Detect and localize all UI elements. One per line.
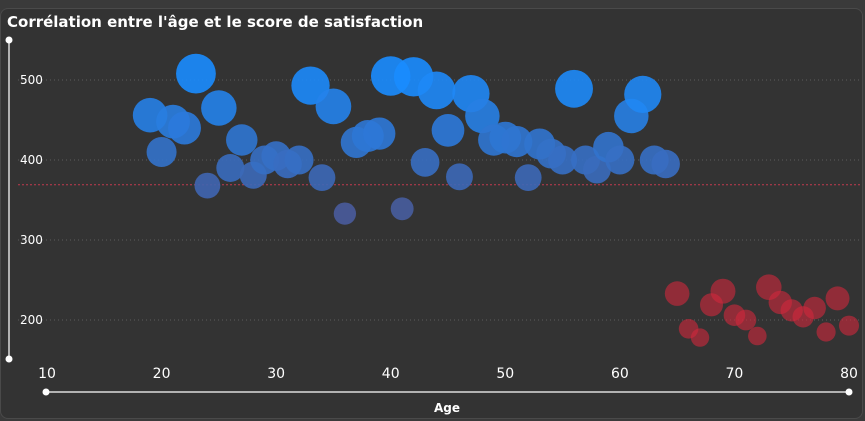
axes-layer bbox=[5, 36, 853, 396]
data-point[interactable] bbox=[748, 326, 767, 346]
data-point[interactable] bbox=[315, 88, 352, 125]
data-point[interactable] bbox=[825, 286, 850, 311]
data-point[interactable] bbox=[803, 296, 826, 320]
data-point[interactable] bbox=[735, 309, 757, 331]
data-point[interactable] bbox=[548, 145, 578, 175]
data-point[interactable] bbox=[390, 197, 414, 221]
data-point[interactable] bbox=[710, 278, 736, 304]
x-tick-label: 30 bbox=[267, 366, 285, 382]
x-tick-label: 20 bbox=[153, 366, 171, 382]
y-tick-label: 300 bbox=[20, 233, 43, 247]
labels-layer: 200 300 400 500 10 20 30 40 50 60 70 80 Age bbox=[20, 73, 858, 415]
x-tick-label: 70 bbox=[726, 366, 744, 382]
data-point[interactable] bbox=[216, 154, 245, 182]
x-tick-label: 10 bbox=[38, 366, 56, 382]
data-point[interactable] bbox=[446, 163, 473, 191]
data-point[interactable] bbox=[410, 148, 440, 177]
data-point[interactable] bbox=[363, 117, 396, 150]
data-point[interactable] bbox=[167, 111, 201, 145]
data-point[interactable] bbox=[605, 145, 635, 175]
chart-title: Corrélation entre l'âge et le score de s… bbox=[7, 13, 424, 31]
x-tick-label: 60 bbox=[611, 366, 629, 382]
points-layer bbox=[132, 53, 860, 347]
data-point[interactable] bbox=[333, 202, 357, 225]
data-point[interactable] bbox=[816, 322, 836, 342]
data-point[interactable] bbox=[555, 69, 593, 108]
x-tick-label: 80 bbox=[840, 366, 858, 382]
data-point[interactable] bbox=[194, 172, 221, 199]
data-point[interactable] bbox=[624, 75, 662, 113]
data-point[interactable] bbox=[146, 137, 177, 167]
data-point[interactable] bbox=[417, 71, 456, 110]
x-tick-label: 40 bbox=[382, 366, 400, 382]
data-point[interactable] bbox=[583, 155, 611, 184]
y-tick-label: 400 bbox=[20, 153, 43, 167]
data-point[interactable] bbox=[431, 114, 465, 147]
x-tick-label: 50 bbox=[496, 366, 514, 382]
data-point[interactable] bbox=[651, 149, 680, 179]
y-tick-label: 200 bbox=[20, 313, 43, 327]
data-point[interactable] bbox=[226, 124, 258, 156]
x-slider-handle-right[interactable] bbox=[845, 388, 853, 396]
data-point[interactable] bbox=[664, 281, 690, 306]
y-slider-handle-top[interactable] bbox=[5, 36, 13, 44]
x-slider-handle-left[interactable] bbox=[42, 388, 50, 396]
data-point[interactable] bbox=[514, 164, 542, 192]
data-point[interactable] bbox=[838, 315, 860, 336]
data-point[interactable] bbox=[690, 328, 710, 347]
y-slider-handle-bottom[interactable] bbox=[5, 355, 13, 363]
data-point[interactable] bbox=[284, 145, 314, 175]
x-axis-label: Age bbox=[434, 401, 460, 415]
data-point[interactable] bbox=[176, 53, 216, 94]
y-tick-label: 500 bbox=[20, 73, 43, 87]
data-point[interactable] bbox=[308, 164, 336, 192]
data-point[interactable] bbox=[501, 125, 533, 158]
data-point[interactable] bbox=[201, 90, 237, 126]
